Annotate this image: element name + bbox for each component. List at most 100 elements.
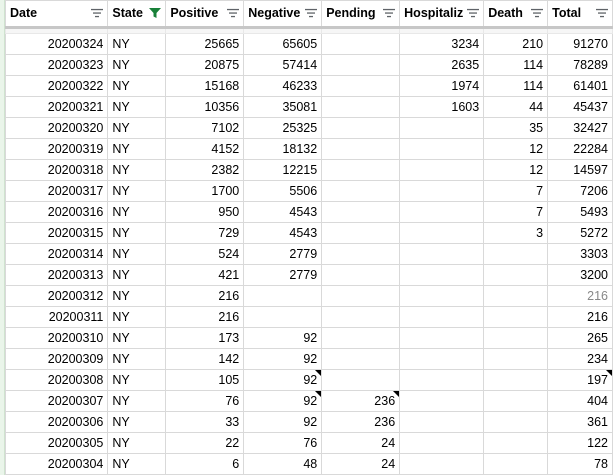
cell-hospitalized[interactable] <box>399 117 485 139</box>
cell-pending[interactable] <box>321 243 401 265</box>
cell-death[interactable]: 12 <box>483 138 549 160</box>
cell-death[interactable]: 7 <box>483 180 549 202</box>
cell-total[interactable]: 265 <box>547 327 613 349</box>
cell-positive[interactable]: 2382 <box>165 159 245 181</box>
cell-death[interactable] <box>483 348 549 370</box>
cell-positive[interactable]: 173 <box>165 327 245 349</box>
cell-hospitalized[interactable] <box>399 138 485 160</box>
cell-date[interactable]: 20200323 <box>4 54 109 76</box>
cell-negative[interactable] <box>243 306 323 328</box>
cell-death[interactable]: 3 <box>483 222 549 244</box>
cell-death[interactable] <box>483 390 549 412</box>
cell-negative[interactable]: 76 <box>243 432 323 454</box>
cell-negative[interactable]: 4543 <box>243 222 323 244</box>
cell-state[interactable]: NY <box>107 222 167 244</box>
cell-death[interactable]: 7 <box>483 201 549 223</box>
column-header-positive[interactable]: Positive <box>165 0 245 29</box>
cell-negative[interactable]: 57414 <box>243 54 323 76</box>
cell-death[interactable] <box>483 264 549 286</box>
filter-icon[interactable] <box>383 8 396 18</box>
cell-state[interactable]: NY <box>107 159 167 181</box>
cell-state[interactable]: NY <box>107 75 167 97</box>
cell-date[interactable]: 20200313 <box>4 264 109 286</box>
cell-state[interactable]: NY <box>107 201 167 223</box>
cell-hospitalized[interactable]: 1603 <box>399 96 485 118</box>
cell-state[interactable]: NY <box>107 369 167 391</box>
cell-state[interactable]: NY <box>107 306 167 328</box>
filter-icon[interactable] <box>91 8 104 18</box>
cell-pending[interactable]: 236 <box>321 390 401 412</box>
cell-death[interactable] <box>483 243 549 265</box>
cell-positive[interactable]: 421 <box>165 264 245 286</box>
cell-death[interactable] <box>483 306 549 328</box>
cell-pending[interactable] <box>321 117 401 139</box>
cell-positive[interactable]: 6 <box>165 453 245 475</box>
cell-date[interactable]: 20200311 <box>4 306 109 328</box>
cell-date[interactable]: 20200324 <box>4 33 109 55</box>
column-header-state[interactable]: State <box>107 0 167 29</box>
cell-negative[interactable]: 18132 <box>243 138 323 160</box>
cell-pending[interactable] <box>321 369 401 391</box>
cell-pending[interactable]: 24 <box>321 432 401 454</box>
cell-negative[interactable]: 92 <box>243 348 323 370</box>
column-header-negative[interactable]: Negative <box>243 0 323 29</box>
cell-total[interactable]: 216 <box>547 306 613 328</box>
cell-date[interactable]: 20200308 <box>4 369 109 391</box>
cell-negative[interactable]: 65605 <box>243 33 323 55</box>
filter-icon[interactable] <box>596 8 608 18</box>
cell-positive[interactable]: 20875 <box>165 54 245 76</box>
cell-positive[interactable]: 33 <box>165 411 245 433</box>
cell-pending[interactable] <box>321 138 401 160</box>
cell-negative[interactable]: 92 <box>243 411 323 433</box>
cell-total[interactable]: 32427 <box>547 117 613 139</box>
cell-state[interactable]: NY <box>107 453 167 475</box>
cell-total[interactable]: 61401 <box>547 75 613 97</box>
cell-death[interactable] <box>483 285 549 307</box>
cell-positive[interactable]: 524 <box>165 243 245 265</box>
cell-state[interactable]: NY <box>107 411 167 433</box>
cell-total[interactable]: 78 <box>547 453 613 475</box>
cell-hospitalized[interactable] <box>399 369 485 391</box>
cell-state[interactable]: NY <box>107 285 167 307</box>
cell-total[interactable]: 122 <box>547 432 613 454</box>
cell-state[interactable]: NY <box>107 96 167 118</box>
column-header-pending[interactable]: Pending <box>321 0 401 29</box>
column-header-date[interactable]: Date <box>4 0 109 29</box>
cell-death[interactable]: 114 <box>483 75 549 97</box>
cell-death[interactable] <box>483 432 549 454</box>
cell-negative[interactable]: 46233 <box>243 75 323 97</box>
cell-death[interactable]: 210 <box>483 33 549 55</box>
cell-pending[interactable] <box>321 54 401 76</box>
cell-date[interactable]: 20200321 <box>4 96 109 118</box>
cell-negative[interactable]: 92 <box>243 369 323 391</box>
cell-death[interactable] <box>483 327 549 349</box>
cell-hospitalized[interactable] <box>399 180 485 202</box>
cell-state[interactable]: NY <box>107 117 167 139</box>
cell-date[interactable]: 20200317 <box>4 180 109 202</box>
cell-date[interactable]: 20200316 <box>4 201 109 223</box>
cell-positive[interactable]: 216 <box>165 306 245 328</box>
cell-hospitalized[interactable] <box>399 243 485 265</box>
cell-total[interactable]: 361 <box>547 411 613 433</box>
cell-positive[interactable]: 216 <box>165 285 245 307</box>
cell-death[interactable]: 35 <box>483 117 549 139</box>
cell-hospitalized[interactable] <box>399 264 485 286</box>
cell-date[interactable]: 20200314 <box>4 243 109 265</box>
cell-state[interactable]: NY <box>107 327 167 349</box>
filter-icon[interactable] <box>467 8 480 18</box>
cell-total[interactable]: 234 <box>547 348 613 370</box>
cell-pending[interactable]: 236 <box>321 411 401 433</box>
cell-total[interactable]: 197 <box>547 369 613 391</box>
cell-date[interactable]: 20200315 <box>4 222 109 244</box>
cell-total[interactable]: 78289 <box>547 54 613 76</box>
cell-pending[interactable] <box>321 180 401 202</box>
cell-total[interactable]: 91270 <box>547 33 613 55</box>
cell-hospitalized[interactable] <box>399 201 485 223</box>
cell-hospitalized[interactable] <box>399 222 485 244</box>
cell-positive[interactable]: 22 <box>165 432 245 454</box>
cell-positive[interactable]: 7102 <box>165 117 245 139</box>
cell-pending[interactable] <box>321 264 401 286</box>
cell-hospitalized[interactable] <box>399 306 485 328</box>
cell-hospitalized[interactable] <box>399 390 485 412</box>
cell-total[interactable]: 45437 <box>547 96 613 118</box>
